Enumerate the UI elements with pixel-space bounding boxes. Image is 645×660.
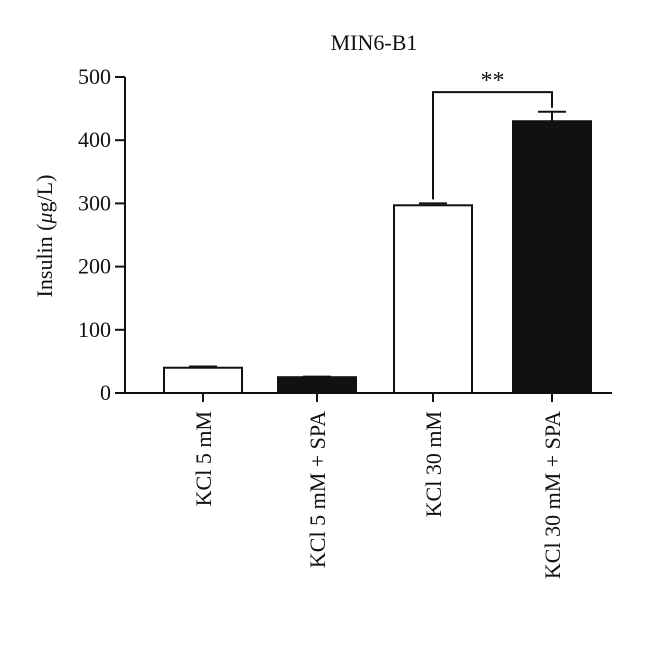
y-axis: 0 100 200 300 400 500 xyxy=(78,64,126,405)
category-labels: KCl 5 mM KCl 5 mM + SPA KCl 30 mM KCl 30 mM… xyxy=(191,411,565,579)
significance-bracket xyxy=(432,91,553,200)
y-axis-title: Insulin (μg/L) xyxy=(32,175,57,298)
y-axis-title-suffix: g/L) xyxy=(32,175,57,213)
bar-0 xyxy=(163,366,243,395)
x-tick-label-1: KCl 5 mM + SPA xyxy=(305,411,330,568)
x-tick-label-2: KCl 30 mM xyxy=(421,411,446,517)
y-tick-label-4: 400 xyxy=(78,127,111,152)
y-axis-title-mu: μ xyxy=(32,212,57,224)
x-axis xyxy=(125,392,612,402)
bar-1 xyxy=(277,376,357,395)
x-tick-label-0: KCl 5 mM xyxy=(191,411,216,506)
y-axis-title-prefix: Insulin ( xyxy=(32,223,57,297)
x-tick-label-3: KCl 30 mM + SPA xyxy=(540,411,565,579)
y-tick-label-2: 200 xyxy=(78,254,111,279)
bar-2 xyxy=(393,204,473,394)
bars xyxy=(163,110,592,395)
significance-bracket-group: ** xyxy=(432,68,553,200)
y-tick-label-3: 300 xyxy=(78,190,111,215)
bar-3 xyxy=(512,120,592,395)
y-tick-label-5: 500 xyxy=(78,64,111,89)
chart-title: MIN6-B1 xyxy=(331,30,418,55)
y-tick-label-0: 0 xyxy=(100,380,111,405)
y-tick-label-1: 100 xyxy=(78,317,111,342)
significance-label: ** xyxy=(481,68,505,94)
